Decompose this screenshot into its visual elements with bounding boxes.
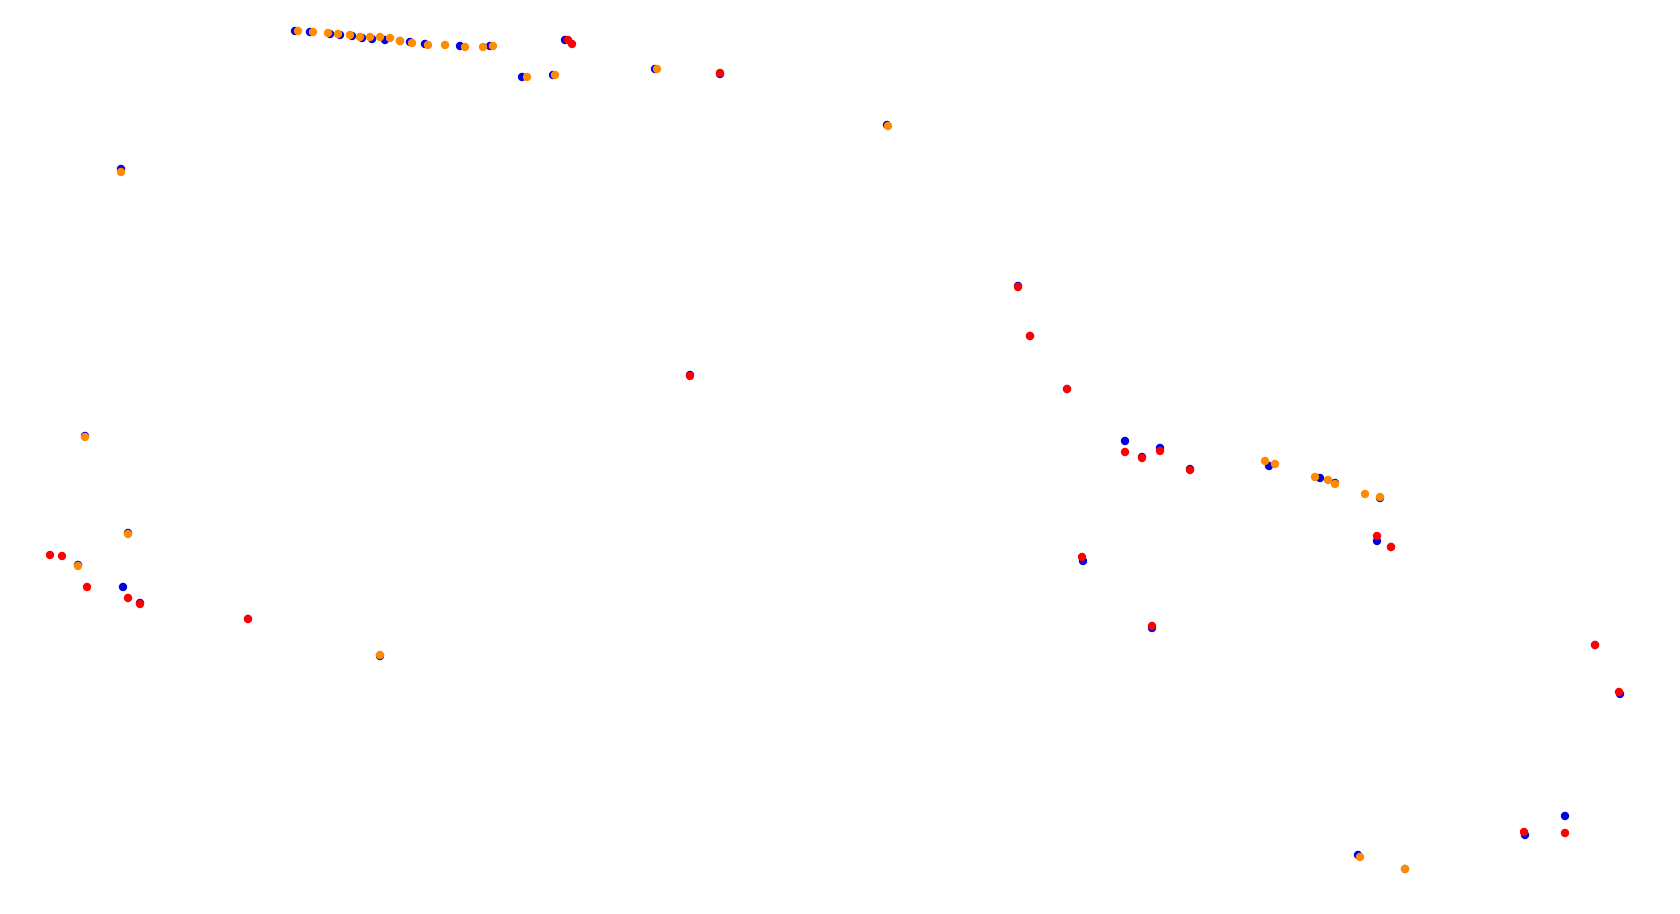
data-point xyxy=(1185,465,1195,475)
data-point xyxy=(345,30,355,40)
data-point xyxy=(45,550,55,560)
data-point xyxy=(375,650,385,660)
data-point xyxy=(1120,436,1130,446)
data-point xyxy=(1120,447,1130,457)
data-point xyxy=(883,121,893,131)
data-point xyxy=(1590,640,1600,650)
data-point xyxy=(365,32,375,42)
data-point xyxy=(522,72,532,82)
data-point xyxy=(1519,827,1529,837)
data-point xyxy=(1330,479,1340,489)
plot-marks xyxy=(45,26,1625,874)
data-point xyxy=(478,42,488,52)
data-point xyxy=(135,599,145,609)
data-point xyxy=(333,29,343,39)
data-point xyxy=(1372,531,1382,541)
data-point xyxy=(80,432,90,442)
data-point xyxy=(1386,542,1396,552)
data-point xyxy=(123,529,133,539)
data-point xyxy=(407,38,417,48)
data-point xyxy=(1260,456,1270,466)
data-point xyxy=(1155,446,1165,456)
data-point xyxy=(550,70,560,80)
data-point xyxy=(308,27,318,37)
data-point xyxy=(355,32,365,42)
data-point xyxy=(715,68,725,78)
data-point xyxy=(1310,472,1320,482)
data-point xyxy=(423,40,433,50)
series-1 xyxy=(45,35,1624,838)
data-point xyxy=(1400,864,1410,874)
data-point xyxy=(1355,852,1365,862)
data-point xyxy=(567,39,577,49)
series-2 xyxy=(73,26,1410,874)
data-point xyxy=(685,371,695,381)
data-point xyxy=(1560,811,1570,821)
data-point xyxy=(385,33,395,43)
data-point xyxy=(652,64,662,74)
series-0 xyxy=(73,26,1625,874)
data-point xyxy=(293,26,303,36)
data-point xyxy=(460,42,470,52)
data-point xyxy=(375,32,385,42)
data-point xyxy=(116,167,126,177)
data-point xyxy=(440,40,450,50)
data-point xyxy=(488,41,498,51)
data-point xyxy=(1560,828,1570,838)
data-point xyxy=(1360,489,1370,499)
data-point xyxy=(1614,687,1624,697)
data-point xyxy=(243,614,253,624)
data-point xyxy=(1147,621,1157,631)
data-point xyxy=(118,582,128,592)
data-point xyxy=(82,582,92,592)
data-point xyxy=(1323,475,1333,485)
data-point xyxy=(1025,331,1035,341)
data-point xyxy=(323,28,333,38)
data-point xyxy=(1077,552,1087,562)
data-point xyxy=(1375,492,1385,502)
data-point xyxy=(1270,459,1280,469)
data-point xyxy=(73,561,83,571)
data-point xyxy=(123,593,133,603)
data-point xyxy=(1137,453,1147,463)
data-point xyxy=(1013,282,1023,292)
data-point xyxy=(57,551,67,561)
data-point xyxy=(395,36,405,46)
data-point xyxy=(1062,384,1072,394)
